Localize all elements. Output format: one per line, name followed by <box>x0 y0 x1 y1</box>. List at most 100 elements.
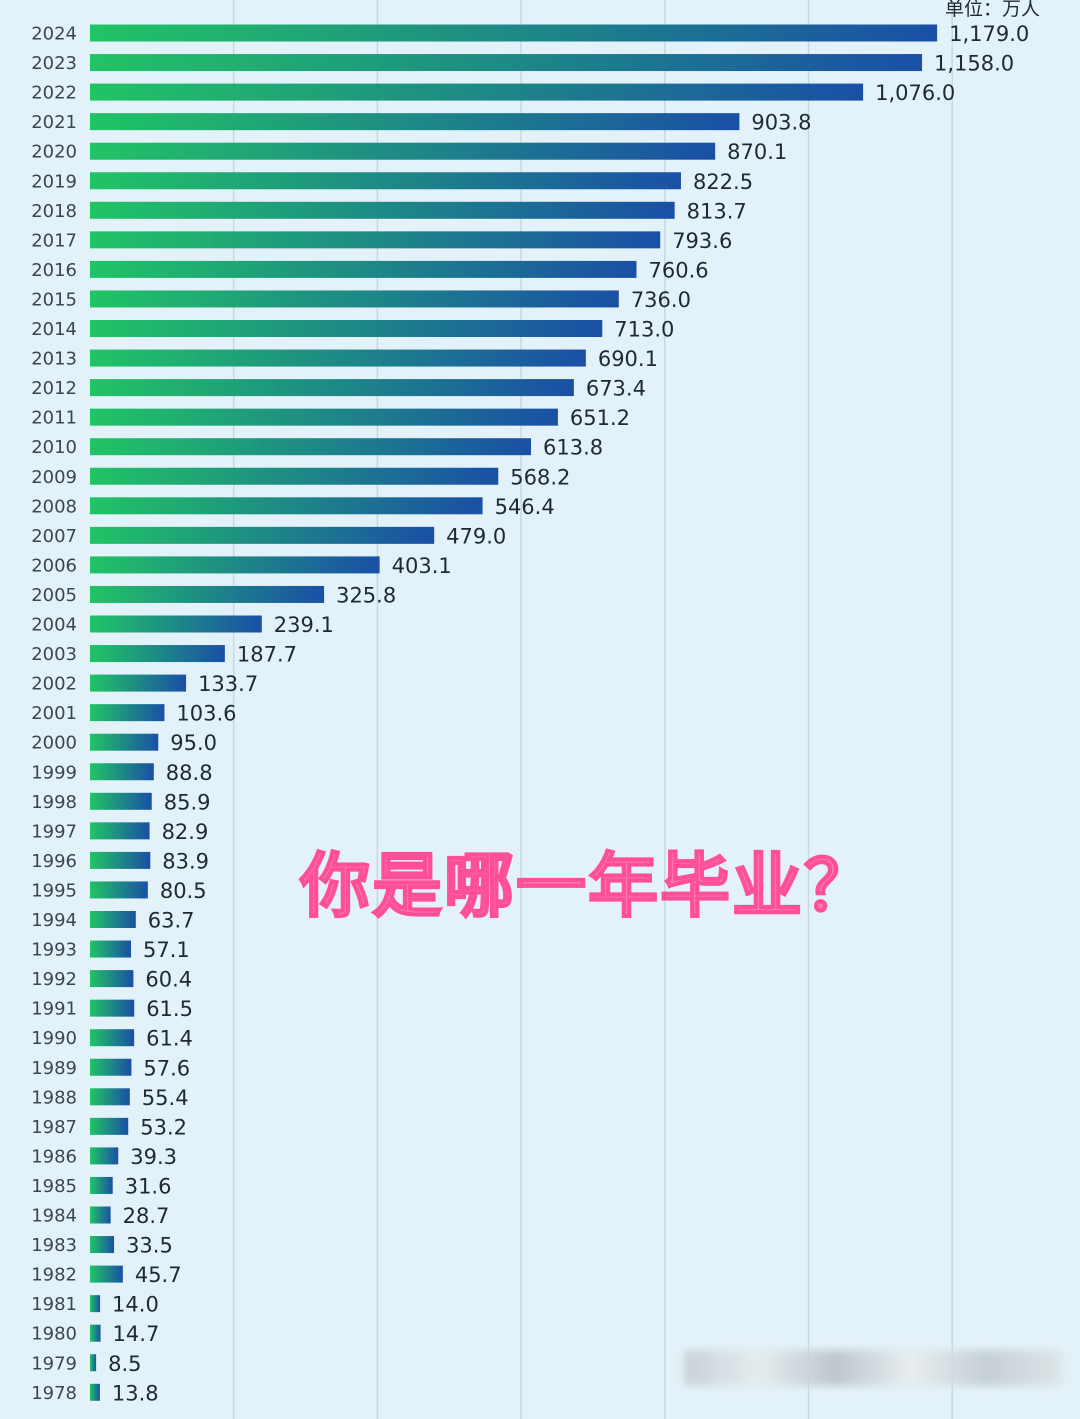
bar <box>90 54 923 72</box>
bar <box>90 556 380 574</box>
year-label: 2023 <box>31 53 77 74</box>
bar <box>90 1088 130 1106</box>
year-label: 2017 <box>31 230 77 251</box>
year-label: 1979 <box>31 1353 77 1374</box>
value-label: 95.0 <box>170 731 217 755</box>
year-label: 1986 <box>31 1146 77 1167</box>
value-label: 736.0 <box>631 288 691 312</box>
year-label: 2005 <box>31 585 77 606</box>
year-label: 2024 <box>31 24 77 45</box>
year-label: 1998 <box>31 792 77 813</box>
year-label: 1981 <box>31 1294 77 1315</box>
bar <box>90 438 532 456</box>
value-label: 103.6 <box>176 702 236 726</box>
bar <box>90 526 435 544</box>
bar <box>90 290 619 308</box>
value-label: 85.9 <box>164 790 211 814</box>
year-label: 1996 <box>31 851 77 872</box>
bar <box>90 1206 111 1224</box>
bar <box>90 113 740 131</box>
year-label: 2014 <box>31 319 77 340</box>
value-label: 83.9 <box>162 849 209 873</box>
bar <box>90 142 716 160</box>
year-label: 2009 <box>31 467 77 488</box>
year-label: 2008 <box>31 496 77 517</box>
value-label: 546.4 <box>495 495 555 519</box>
year-label: 1989 <box>31 1058 77 1079</box>
year-label: 1987 <box>31 1117 77 1138</box>
value-label: 187.7 <box>237 643 297 667</box>
value-label: 88.8 <box>166 761 213 785</box>
bar <box>90 231 661 249</box>
value-label: 813.7 <box>687 199 747 223</box>
bar <box>90 83 864 101</box>
value-label: 568.2 <box>510 465 570 489</box>
value-label: 57.1 <box>143 938 190 962</box>
bar <box>90 704 165 722</box>
value-label: 479.0 <box>446 524 506 548</box>
bar <box>90 1236 115 1254</box>
value-label: 651.2 <box>570 406 630 430</box>
value-label: 239.1 <box>274 613 334 637</box>
value-label: 793.6 <box>672 229 732 253</box>
bars: 2024 1,179.0 2023 1,158.0 2022 1,076.0 2021 903… <box>31 22 1029 1405</box>
year-label: 1982 <box>31 1265 77 1286</box>
year-label: 1990 <box>31 1028 77 1049</box>
bar <box>90 733 159 751</box>
year-label: 1997 <box>31 821 77 842</box>
value-label: 403.1 <box>392 554 452 578</box>
value-label: 39.3 <box>130 1145 177 1169</box>
value-label: 55.4 <box>142 1086 189 1110</box>
bar <box>90 792 152 810</box>
bar <box>90 585 325 603</box>
year-label: 2006 <box>31 555 77 576</box>
bar <box>90 1176 113 1194</box>
year-label: 1995 <box>31 880 77 901</box>
value-label: 760.6 <box>648 258 708 282</box>
year-label: 2003 <box>31 644 77 665</box>
bar <box>90 615 262 633</box>
bar <box>90 172 681 190</box>
blurred-watermark <box>684 1350 1062 1386</box>
year-label: 2022 <box>31 83 77 104</box>
bar <box>90 260 637 278</box>
value-label: 713.0 <box>614 318 674 342</box>
value-label: 60.4 <box>145 968 192 992</box>
overlay-question: 你是哪一年毕业？ <box>299 844 876 928</box>
value-label: 1,076.0 <box>875 81 955 105</box>
bar <box>90 1117 129 1135</box>
year-label: 1985 <box>31 1176 77 1197</box>
bar <box>90 379 574 397</box>
year-label: 2015 <box>31 289 77 310</box>
bar <box>90 674 187 692</box>
value-label: 31.6 <box>125 1174 172 1198</box>
value-label: 1,179.0 <box>949 22 1029 46</box>
year-label: 1988 <box>31 1087 77 1108</box>
value-label: 28.7 <box>123 1204 170 1228</box>
bar <box>90 851 151 869</box>
value-label: 870.1 <box>727 140 787 164</box>
year-label: 1999 <box>31 762 77 783</box>
bar <box>90 1324 101 1342</box>
value-label: 903.8 <box>751 111 811 135</box>
year-label: 2007 <box>31 526 77 547</box>
value-label: 14.0 <box>112 1293 159 1317</box>
value-label: 613.8 <box>543 436 603 460</box>
bar <box>90 467 499 485</box>
year-label: 1993 <box>31 940 77 961</box>
year-label: 1991 <box>31 999 77 1020</box>
value-label: 82.9 <box>162 820 209 844</box>
value-label: 822.5 <box>693 170 753 194</box>
value-label: 61.5 <box>146 997 193 1021</box>
value-label: 14.7 <box>113 1322 160 1346</box>
bar <box>90 881 148 899</box>
value-label: 13.8 <box>112 1381 159 1405</box>
bar <box>90 940 132 958</box>
value-label: 53.2 <box>140 1115 187 1139</box>
value-label: 45.7 <box>135 1263 182 1287</box>
year-label: 2016 <box>31 260 77 281</box>
bar <box>90 1383 100 1401</box>
bar <box>90 645 225 663</box>
value-label: 673.4 <box>586 377 646 401</box>
